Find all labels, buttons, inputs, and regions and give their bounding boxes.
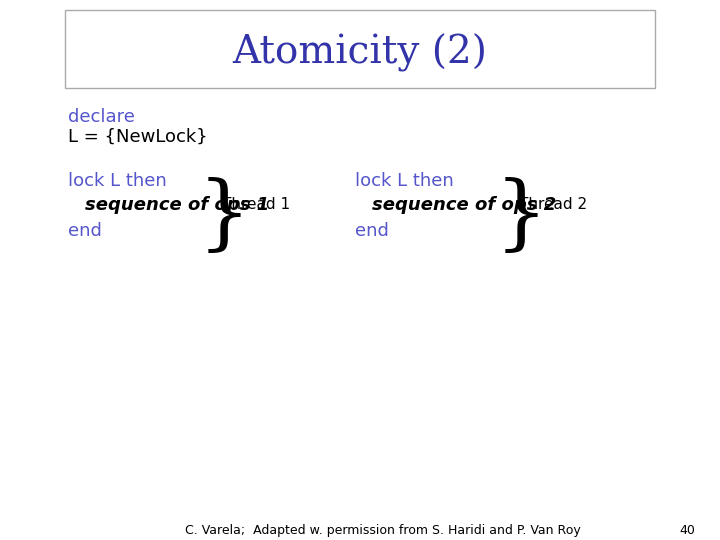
Bar [65,10,655,88]
Text: Thread 2: Thread 2 [519,197,587,212]
Text: }: } [495,177,548,257]
Text: lock L then: lock L then [355,172,454,190]
Text: sequence of ops 2: sequence of ops 2 [372,196,557,214]
Text: lock L then: lock L then [68,172,167,190]
Text: declare: declare [68,108,135,126]
Text: end: end [68,222,102,240]
Text: sequence of ops 1: sequence of ops 1 [85,196,269,214]
Text: Thread 1: Thread 1 [222,197,290,212]
Text: Atomicity (2): Atomicity (2) [233,34,487,72]
Text: C. Varela;  Adapted w. permission from S. Haridi and P. Van Roy: C. Varela; Adapted w. permission from S.… [185,524,581,537]
Text: L = {NewLock}: L = {NewLock} [68,128,207,146]
Text: }: } [198,177,251,257]
Text: 40: 40 [679,524,695,537]
Text: end: end [355,222,389,240]
